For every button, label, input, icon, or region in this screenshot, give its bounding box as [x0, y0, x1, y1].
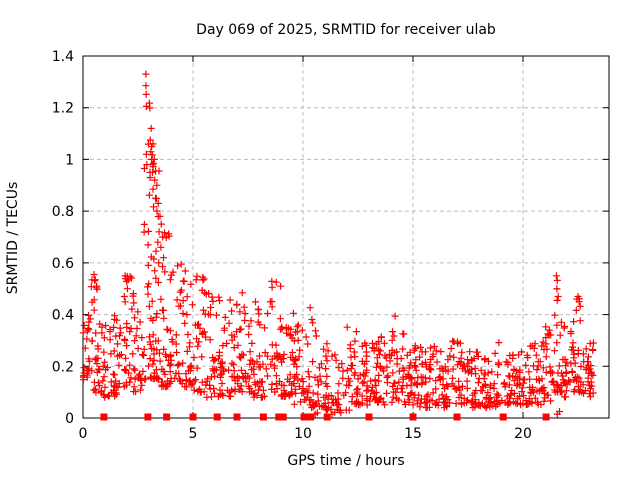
svg-text:0.4: 0.4	[52, 308, 74, 324]
x-tick-labels: 0 5 10 15 20	[79, 426, 532, 442]
svg-text:0: 0	[65, 411, 74, 427]
gap-flag-squares	[100, 413, 550, 421]
svg-text:15: 15	[404, 426, 422, 442]
y-tick-labels: 0 0.2 0.4 0.6 0.8 1 1.2 1.4	[52, 49, 74, 427]
x-axis-label: GPS time / hours	[287, 453, 405, 469]
svg-text:10: 10	[294, 426, 312, 442]
scatter-points	[79, 70, 597, 418]
svg-text:1: 1	[65, 152, 74, 168]
chart-title: Day 069 of 2025, SRMTID for receiver ula…	[196, 22, 496, 38]
svg-text:0.8: 0.8	[52, 204, 74, 220]
svg-text:0: 0	[79, 426, 88, 442]
svg-text:1.2: 1.2	[52, 101, 74, 117]
svg-text:0.2: 0.2	[52, 359, 74, 375]
svg-text:20: 20	[514, 426, 532, 442]
gridlines	[83, 56, 609, 418]
svg-text:5: 5	[189, 426, 198, 442]
svg-text:1.4: 1.4	[52, 49, 74, 65]
plot-frame	[82, 55, 610, 419]
svg-text:0.6: 0.6	[52, 256, 74, 272]
